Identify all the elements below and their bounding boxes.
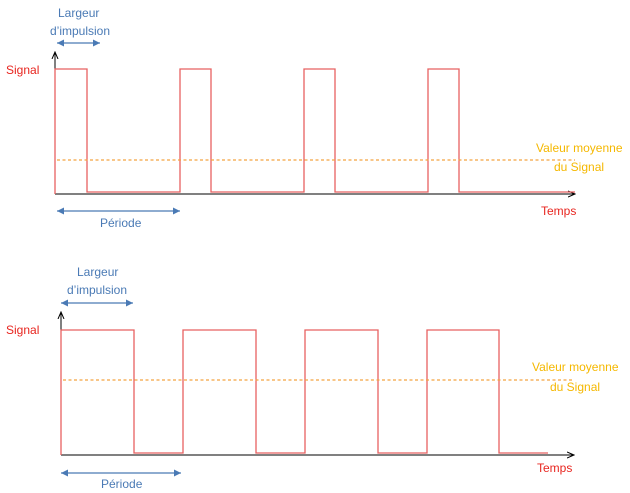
top-y-axis-label: Signal <box>6 63 39 77</box>
top-pulse-width-label-line1: Largeur <box>58 6 99 20</box>
bottom-average-label-line1: Valeur moyenne <box>532 360 619 374</box>
bottom-pwm-signal <box>60 329 548 455</box>
top-pulse-width-label-line2: d’impulsion <box>50 24 110 38</box>
top-x-axis-label: Temps <box>541 204 576 218</box>
top-diagram: Largeur d’impulsion Signal Valeur moyenn… <box>6 6 623 230</box>
bottom-x-axis-label: Temps <box>537 461 572 475</box>
bottom-y-axis-label: Signal <box>6 323 39 337</box>
top-pwm-signal <box>54 68 575 194</box>
top-average-label-line2: du Signal <box>554 160 604 174</box>
bottom-pulse-width-label-line1: Largeur <box>77 265 118 279</box>
bottom-pulse-width-label-line2: d’impulsion <box>67 283 127 297</box>
bottom-diagram: Largeur d’impulsion Signal Valeur moyenn… <box>6 265 619 491</box>
bottom-average-label-line2: du Signal <box>550 380 600 394</box>
top-period-label: Période <box>100 216 142 230</box>
bottom-period-label: Période <box>101 477 143 491</box>
top-average-label-line1: Valeur moyenne <box>536 141 623 155</box>
